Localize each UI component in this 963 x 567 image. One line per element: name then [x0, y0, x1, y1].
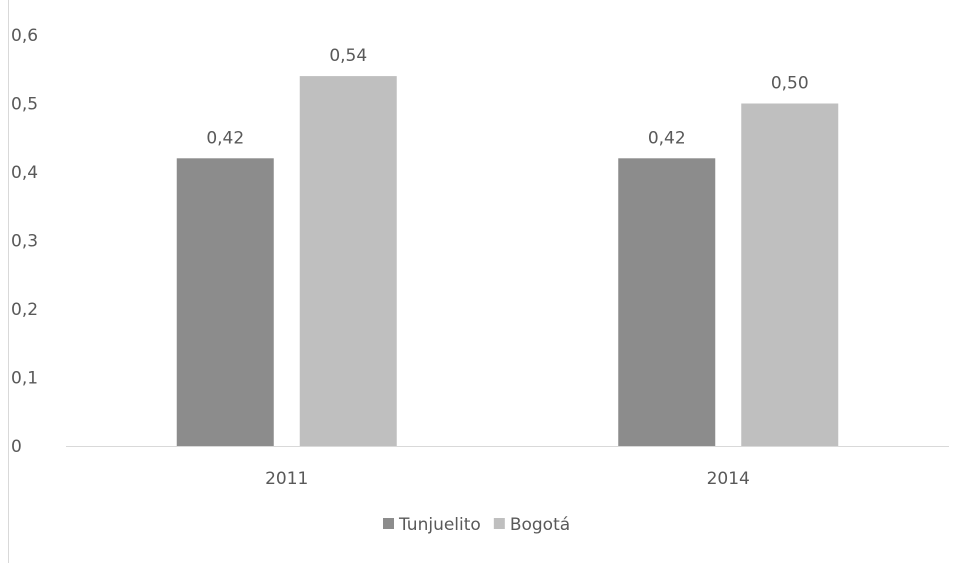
bar-value-label: 0,54 [329, 46, 367, 66]
x-tick-label: 2014 [707, 469, 750, 489]
y-axis-ticks: 0 0,1 0,2 0,3 0,4 0,5 0,6 [11, 26, 38, 457]
y-tick-label: 0,3 [11, 232, 38, 252]
bar-tunjuelito-2011 [176, 158, 274, 447]
y-tick-label: 0,5 [11, 95, 38, 115]
x-axis-ticks: 2011 2014 [265, 469, 750, 489]
bar-value-label: 0,42 [648, 128, 686, 148]
bar-chart: 0 0,1 0,2 0,3 0,4 0,5 0,6 0,42 0,54 0,42 0,50 201… [11, 26, 949, 535]
legend-label: Bogotá [510, 515, 570, 535]
bar-tunjuelito-2014 [618, 158, 716, 447]
y-tick-label: 0,4 [11, 163, 38, 183]
bar-value-label: 0,42 [206, 128, 244, 148]
chart-frame: 0 0,1 0,2 0,3 0,4 0,5 0,6 0,42 0,54 0,42 0,50 201… [8, 0, 963, 563]
bar-bogot--2011 [299, 76, 397, 446]
y-tick-label: 0,6 [11, 26, 38, 46]
legend-swatch [493, 518, 505, 529]
bar-value-label: 0,50 [771, 74, 809, 94]
bars-group: 0,42 0,54 0,42 0,50 [176, 46, 839, 447]
legend-swatch [383, 518, 394, 529]
y-tick-label: 0,2 [11, 300, 38, 320]
bar-bogot--2014 [741, 103, 839, 446]
y-tick-label: 0,1 [11, 369, 38, 389]
legend: Tunjuelito Bogotá [383, 515, 570, 535]
y-tick-label: 0 [11, 437, 22, 457]
x-tick-label: 2011 [265, 469, 308, 489]
legend-label: Tunjuelito [398, 515, 481, 535]
